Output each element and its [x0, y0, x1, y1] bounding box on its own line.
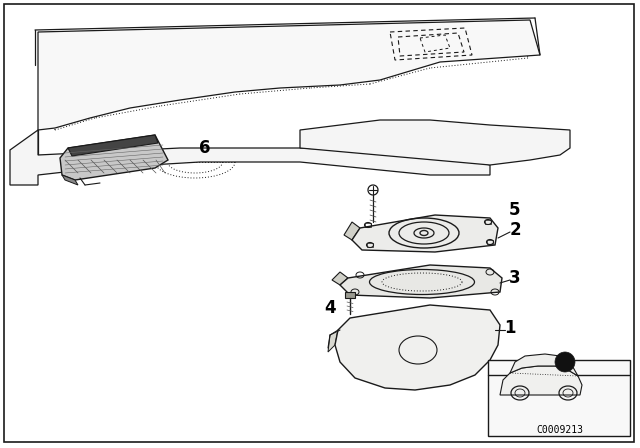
Polygon shape: [10, 130, 490, 185]
Polygon shape: [332, 272, 348, 285]
Bar: [488, 360, 630, 436]
Polygon shape: [68, 135, 158, 156]
Text: 4: 4: [324, 299, 336, 317]
Text: 6: 6: [199, 139, 211, 157]
Circle shape: [555, 352, 575, 372]
Polygon shape: [60, 135, 168, 180]
Text: 2: 2: [509, 221, 521, 239]
Text: C0009213: C0009213: [536, 425, 584, 435]
Polygon shape: [510, 354, 578, 376]
Polygon shape: [328, 330, 338, 352]
Polygon shape: [344, 222, 360, 240]
Polygon shape: [345, 292, 355, 298]
Polygon shape: [340, 265, 502, 298]
Polygon shape: [335, 305, 500, 390]
Polygon shape: [352, 215, 498, 252]
Text: 1: 1: [504, 319, 516, 337]
Polygon shape: [38, 20, 540, 130]
Polygon shape: [300, 120, 570, 165]
Polygon shape: [62, 175, 78, 185]
Text: 3: 3: [509, 269, 521, 287]
Text: 5: 5: [509, 201, 521, 219]
Polygon shape: [500, 366, 582, 395]
